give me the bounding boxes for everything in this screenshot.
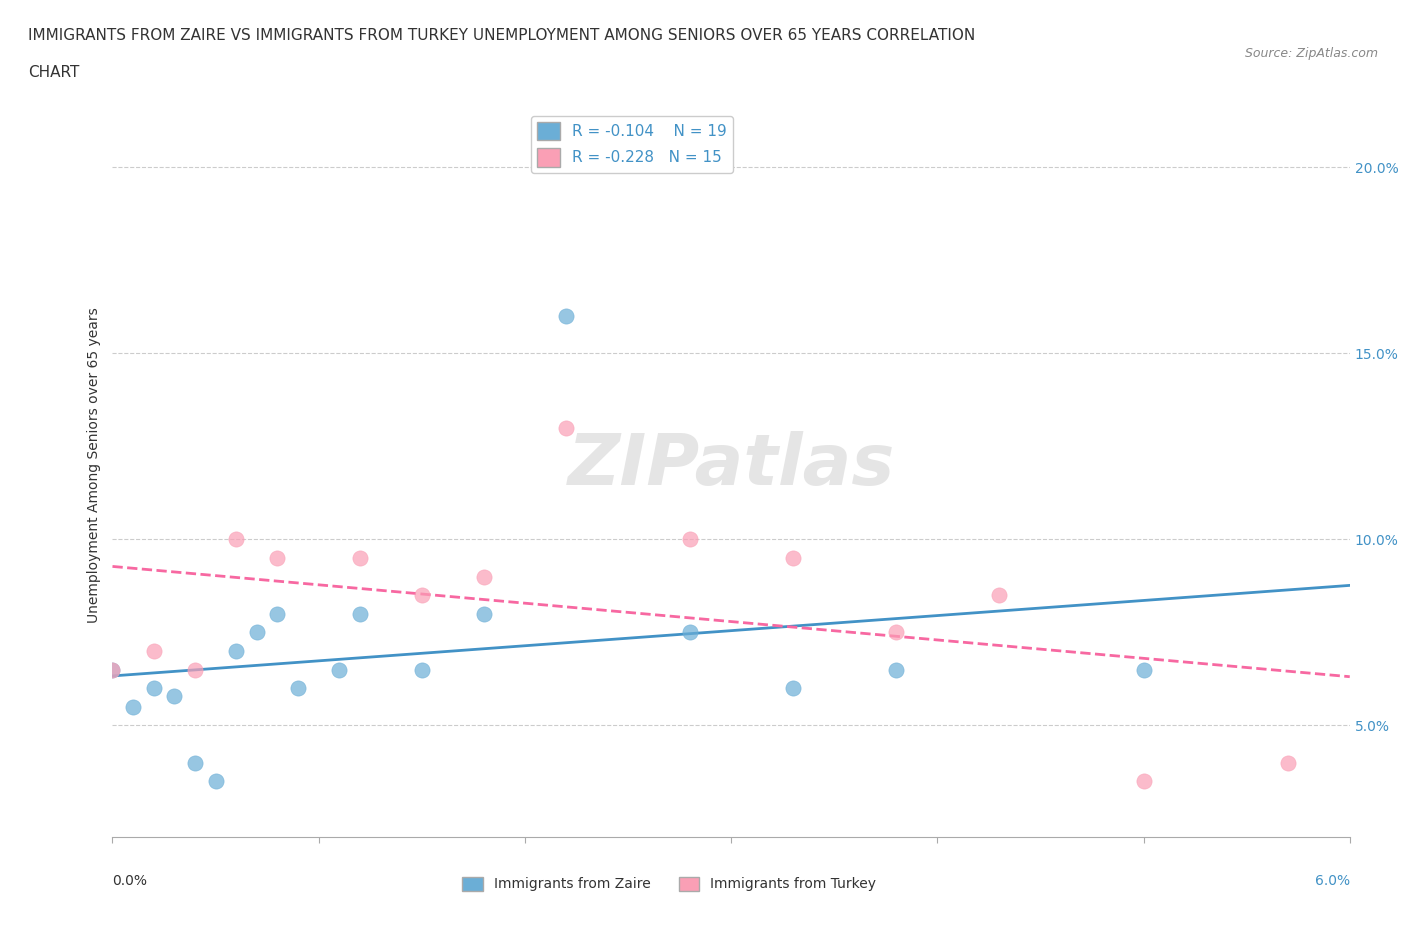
Point (884, 662, 907, 677)
Point (142, 644, 165, 658)
Point (472, 569, 495, 584)
Point (555, 309, 578, 324)
Point (1132, 774, 1154, 789)
Point (101, 662, 124, 677)
Point (287, 681, 309, 696)
Point (225, 532, 247, 547)
Point (1132, 662, 1154, 677)
Point (555, 420, 578, 435)
Point (782, 681, 804, 696)
Point (782, 551, 804, 565)
Text: 6.0%: 6.0% (1315, 874, 1350, 888)
Point (266, 606, 288, 621)
Point (411, 588, 433, 603)
Point (122, 699, 145, 714)
Point (411, 662, 433, 677)
Point (988, 588, 1011, 603)
Point (184, 662, 207, 677)
Point (472, 606, 495, 621)
Text: 0.0%: 0.0% (112, 874, 148, 888)
Point (225, 644, 247, 658)
Point (679, 532, 702, 547)
Point (163, 688, 186, 703)
Point (101, 662, 124, 677)
Text: CHART: CHART (28, 65, 80, 80)
Point (884, 625, 907, 640)
Text: Source: ZipAtlas.com: Source: ZipAtlas.com (1244, 46, 1378, 60)
Text: IMMIGRANTS FROM ZAIRE VS IMMIGRANTS FROM TURKEY UNEMPLOYMENT AMONG SENIORS OVER : IMMIGRANTS FROM ZAIRE VS IMMIGRANTS FROM… (28, 28, 976, 43)
Point (328, 662, 350, 677)
Point (679, 625, 702, 640)
Text: ZIPatlas: ZIPatlas (568, 431, 894, 499)
Y-axis label: Unemployment Among Seniors over 65 years: Unemployment Among Seniors over 65 years (87, 307, 101, 623)
Point (266, 551, 288, 565)
Point (246, 625, 269, 640)
Point (349, 551, 371, 565)
Point (1277, 755, 1299, 770)
Point (349, 606, 371, 621)
Point (204, 774, 226, 789)
Point (142, 681, 165, 696)
Point (184, 755, 207, 770)
Legend: R = -0.104    N = 19, R = -0.228   N = 15: R = -0.104 N = 19, R = -0.228 N = 15 (531, 115, 733, 173)
